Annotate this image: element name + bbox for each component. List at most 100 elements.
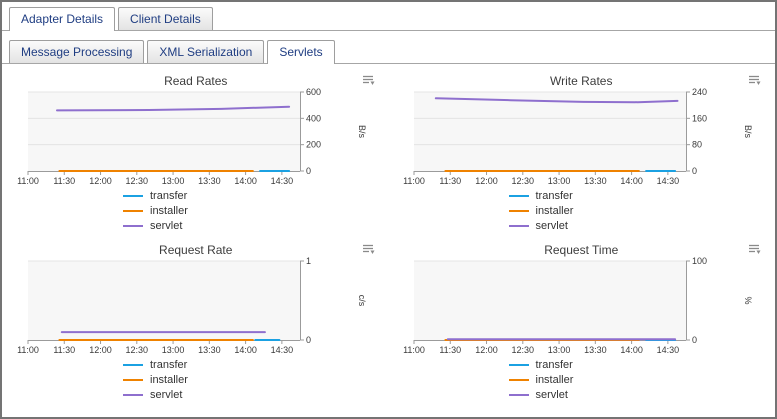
x-tick-label: 14:00: [234, 176, 257, 186]
chart-menu-glyph: [363, 244, 375, 254]
series-line-servlet: [56, 105, 291, 112]
chart-header: Write Rates: [400, 72, 764, 88]
legend-label: installer: [535, 204, 574, 217]
y-tick-label: 100: [692, 256, 707, 266]
legend-label: transfer: [535, 358, 573, 371]
x-tick-label: 14:30: [271, 176, 294, 186]
x-tick-label: 12:30: [126, 176, 149, 186]
plot-bg: [413, 92, 686, 171]
sub-tab-bar: Message Processing XML Serialization Ser…: [2, 35, 775, 64]
plot-bg: [413, 261, 686, 340]
legend-item-transfer[interactable]: transfer: [123, 357, 205, 372]
x-tick-label: 11:00: [17, 176, 39, 186]
chart-menu-icon[interactable]: [747, 73, 761, 85]
x-tick-label: 12:30: [126, 345, 149, 355]
x-tick-label: 12:00: [89, 345, 112, 355]
legend-swatch: [123, 393, 143, 396]
legend-label: servlet: [150, 388, 183, 401]
chart-menu-icon[interactable]: [362, 242, 376, 254]
legend-item-transfer[interactable]: transfer: [508, 357, 591, 372]
chart-canvas: 0 80 160 240 B/s 11:00 11:30 12:00 12:30 13:00 13:…: [403, 87, 752, 186]
chart-legend: transfer installer servlet: [400, 357, 700, 402]
legend-label: installer: [535, 373, 574, 386]
chart-canvas: 0 200 400 600 B/s 11:00 11:30 12:00 12:30 13:00 13…: [17, 87, 366, 186]
legend-item-installer[interactable]: installer: [508, 203, 591, 218]
x-tick-label: 14:30: [271, 345, 294, 355]
legend-label: transfer: [150, 189, 188, 202]
chart-legend: transfer installer servlet: [400, 188, 700, 233]
chart-canvas: 0 1 c/s 11:00 11:30 12:00 12:30 13:00 13:30 14:00…: [17, 256, 366, 355]
legend-swatch: [123, 209, 143, 212]
chart-title: Request Rate: [159, 243, 233, 257]
chart-legend: transfer installer servlet: [14, 188, 314, 233]
y-tick-label: 600: [306, 87, 321, 97]
x-tick-label: 11:30: [53, 345, 75, 355]
tab-servlets[interactable]: Servlets: [267, 40, 335, 64]
y-tick-label: 1: [306, 256, 311, 266]
legend-label: transfer: [535, 189, 573, 202]
x-tick-label: 11:30: [439, 176, 461, 186]
x-tick-label: 14:00: [234, 345, 257, 355]
chart-menu-glyph: [363, 75, 375, 85]
chart-plot-area: 0 1 c/s 11:00 11:30 12:00 12:30 13:00 13:30 14:00…: [14, 256, 378, 356]
y-tick-label: 240: [692, 87, 707, 97]
y-tick-label: 0: [692, 335, 697, 345]
tab-message-processing[interactable]: Message Processing: [9, 40, 145, 63]
chart-menu-icon[interactable]: [747, 242, 761, 254]
series-line-servlet: [434, 97, 678, 104]
x-tick-label: 12:00: [89, 176, 112, 186]
chart-plot-area: 0 80 160 240 B/s 11:00 11:30 12:00 12:30 13:00 13:…: [400, 87, 764, 187]
legend-item-servlet[interactable]: servlet: [123, 218, 205, 233]
legend-item-servlet[interactable]: servlet: [123, 387, 205, 402]
x-tick-label: 11:00: [403, 345, 425, 355]
legend-swatch: [508, 209, 529, 212]
legend-item-transfer[interactable]: transfer: [508, 188, 591, 203]
y-tick-label: 0: [692, 166, 697, 176]
y-tick-label: 400: [306, 113, 321, 123]
x-tick-label: 14:00: [620, 176, 643, 186]
legend-swatch: [123, 194, 143, 197]
legend-swatch: [508, 378, 529, 381]
legend-label: installer: [150, 204, 188, 217]
tab-client-details[interactable]: Client Details: [118, 7, 213, 30]
chart-menu-icon[interactable]: [362, 73, 376, 85]
y-tick-label: 160: [692, 113, 707, 123]
chart-request-rate: Request Rate 0 1 c/s 11:00 11:30 12:00 12:30 13…: [14, 241, 378, 402]
x-tick-label: 14:00: [620, 345, 643, 355]
x-tick-label: 13:30: [584, 176, 607, 186]
legend-item-installer[interactable]: installer: [508, 372, 591, 387]
top-tab-bar: Adapter Details Client Details: [2, 2, 775, 31]
chart-request-time: Request Time 0 100% 11:00 11:30 12:00 12:30 13…: [400, 241, 764, 402]
legend-label: servlet: [535, 388, 568, 401]
legend-label: transfer: [150, 358, 188, 371]
legend-item-installer[interactable]: installer: [123, 372, 205, 387]
tab-adapter-details[interactable]: Adapter Details: [9, 7, 116, 31]
chart-header: Request Rate: [14, 241, 378, 257]
x-tick-label: 11:30: [439, 345, 461, 355]
charts-grid: Read Rates 0 200 400 600 B/s 11:00 11:30 12:00 1…: [2, 64, 775, 402]
legend-item-installer[interactable]: installer: [123, 203, 205, 218]
x-tick-label: 11:00: [403, 176, 425, 186]
chart-menu-glyph: [748, 75, 760, 85]
y-axis-unit-label: B/s: [357, 125, 366, 139]
y-tick-label: 0: [306, 335, 311, 345]
x-tick-label: 13:00: [547, 176, 570, 186]
y-axis-unit-label: B/s: [743, 125, 752, 139]
legend-item-servlet[interactable]: servlet: [508, 387, 591, 402]
legend-label: servlet: [150, 219, 183, 232]
legend-swatch: [123, 363, 143, 366]
x-tick-label: 11:00: [17, 345, 39, 355]
x-tick-label: 12:00: [475, 176, 498, 186]
x-tick-label: 13:00: [162, 176, 185, 186]
x-tick-label: 13:00: [162, 345, 185, 355]
chart-title: Read Rates: [164, 74, 228, 88]
x-tick-label: 11:30: [53, 176, 75, 186]
legend-item-transfer[interactable]: transfer: [123, 188, 205, 203]
y-tick-label: 0: [306, 166, 311, 176]
plot-bg: [28, 261, 300, 340]
legend-item-servlet[interactable]: servlet: [508, 218, 591, 233]
tab-xml-serialization[interactable]: XML Serialization: [147, 40, 265, 63]
legend-swatch: [508, 363, 529, 366]
x-tick-label: 12:00: [475, 345, 498, 355]
